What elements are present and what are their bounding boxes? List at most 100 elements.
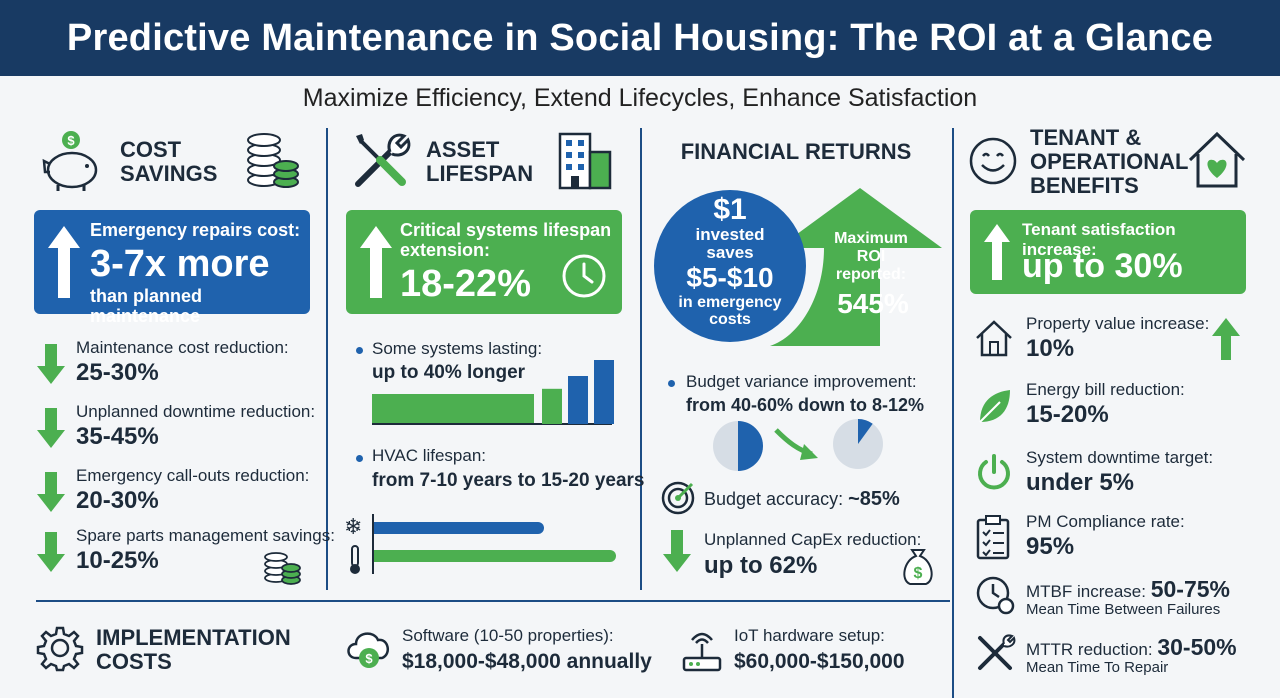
title-line: OPERATIONAL: [1030, 149, 1189, 174]
circle-value: $5-$10: [686, 262, 774, 293]
hvac-lifespan-value: from 7-10 years to 15-20 years: [372, 470, 645, 491]
banner-value: up to 30%: [1022, 247, 1183, 285]
circle-label: invested: [695, 225, 765, 244]
stat-value: 35-45%: [76, 423, 159, 450]
target-icon: [661, 481, 695, 515]
banner-label: than planned maintenance: [90, 286, 202, 326]
capex-label: Unplanned CapEx reduction:: [704, 530, 922, 549]
savings-circle: [654, 190, 806, 342]
smiley-icon: [969, 137, 1017, 185]
circle-label: saves: [706, 243, 754, 262]
circle-amount: $1: [713, 193, 747, 226]
svg-text:$: $: [365, 651, 373, 666]
coin-stack-icon: [264, 552, 301, 585]
lifespan-bar-chart: [372, 360, 614, 425]
title-line: BENEFITS: [1030, 173, 1139, 198]
mtbf-label: MTBF increase:: [1026, 582, 1146, 601]
up-arrow-icon: [984, 224, 1010, 280]
stat-value: 15-20%: [1026, 401, 1109, 428]
roi-value: 545%: [837, 288, 909, 319]
divider: [36, 600, 950, 602]
stat-label: Energy bill reduction:: [1026, 380, 1185, 399]
lifespan-bar: [594, 360, 614, 424]
down-arrow-icon: [37, 532, 65, 572]
roi-arrow-icon: [770, 188, 942, 346]
banner-label: Critical systems lifespan: [400, 220, 612, 240]
down-arrow-icon: [37, 344, 65, 384]
accuracy-value: ~85%: [848, 488, 900, 510]
systems-lasting-label: Some systems lasting:: [372, 339, 543, 358]
header-bar: Predictive Maintenance in Social Housing…: [0, 0, 1280, 76]
pie-slice: [738, 421, 763, 471]
savings-circle-text: $1 invested saves $5-$10 in emergency co…: [650, 193, 810, 329]
stat-label: Maintenance cost reduction:: [76, 338, 289, 357]
clock-gear-icon: [976, 576, 1015, 615]
variance-label: Budget variance improvement:: [686, 372, 917, 391]
tenant-title: TENANT & OPERATIONAL BENEFITS: [1030, 126, 1188, 198]
title-line: IMPLEMENTATION: [96, 625, 291, 650]
divider: [326, 128, 328, 590]
wrench-screwdriver-icon: [978, 634, 1016, 670]
up-arrow-icon: [48, 226, 80, 298]
thermometer-icon: [350, 545, 360, 574]
lifespan-bar: [542, 388, 562, 424]
stat-label: Emergency call-outs reduction:: [76, 466, 310, 485]
tenant-satisfaction-banner: Tenant satisfaction increase: up to 30%: [970, 210, 1246, 294]
page-subtitle: Maximize Efficiency, Extend Lifecycles, …: [302, 84, 978, 112]
baseline-bar: [372, 394, 534, 424]
banner-value: 3-7x more: [90, 243, 270, 285]
gear-icon: [36, 626, 84, 672]
hvac-lifespan-label: HVAC lifespan:: [372, 446, 487, 465]
stat-value: 25-30%: [76, 359, 159, 386]
title-line: COSTS: [96, 649, 172, 674]
stat-label: System downtime target:: [1026, 448, 1214, 467]
stat-value: 20-30%: [76, 487, 159, 514]
mtbf-value: 50-75%: [1150, 576, 1230, 602]
mttr-subtitle: Mean Time To Repair: [1026, 659, 1169, 676]
accuracy-label: Budget accuracy:: [704, 489, 844, 509]
page-title: Predictive Maintenance in Social Housing…: [66, 16, 1214, 59]
stat-label: Spare parts management savings:: [76, 526, 335, 545]
stat-label: PM Compliance rate:: [1026, 512, 1185, 531]
divider: [952, 128, 954, 698]
software-label: Software (10-50 properties):: [402, 626, 614, 645]
stat-value: under 5%: [1026, 469, 1135, 496]
home-heart-icon: [1188, 131, 1246, 188]
title-line: COST: [120, 137, 182, 162]
stat-label: Property value increase:: [1026, 314, 1210, 333]
up-arrow-icon: [360, 226, 392, 298]
router-icon: [682, 632, 722, 672]
variance-value: from 40-60% down to 8-12%: [686, 395, 925, 415]
cost-savings-title: COST SAVINGS: [120, 138, 217, 186]
systems-lasting-value: up to 40% longer: [372, 362, 526, 383]
roi-label: reported:: [835, 266, 907, 283]
house-icon: [976, 320, 1012, 357]
mttr-value: 30-50%: [1157, 634, 1237, 660]
emergency-repairs-banner: Emergency repairs cost: 3-7x more than p…: [34, 210, 310, 326]
pie-slice: [858, 419, 873, 444]
lifespan-extension-banner: Critical systems lifespan extension: 18-…: [346, 210, 622, 314]
divider: [640, 128, 642, 590]
stat-value: 10-25%: [76, 547, 159, 574]
roi-arrow-text: Maximum ROI reported:: [826, 230, 916, 284]
iot-label: IoT hardware setup:: [734, 626, 885, 645]
clock-icon: [562, 254, 606, 298]
title-line: ASSET: [426, 137, 500, 162]
hvac-before-bar: [374, 522, 544, 534]
bullet: [356, 347, 363, 354]
lifespan-bar: [568, 376, 588, 424]
money-bag-icon: $: [903, 549, 933, 585]
coin-stack-icon: [247, 133, 299, 188]
leaf-icon: [979, 390, 1010, 423]
banner-label: Emergency repairs cost:: [90, 220, 301, 240]
stat-label: Unplanned downtime reduction:: [76, 402, 316, 421]
banner-value: 18-22%: [400, 263, 531, 305]
pie-before: [713, 421, 763, 471]
title-line: SAVINGS: [120, 161, 218, 186]
banner-label: extension:: [400, 240, 491, 260]
capex-value: up to 62%: [704, 552, 818, 579]
hvac-after-bar: [374, 550, 616, 562]
snowflake-icon: ❄: [344, 514, 363, 539]
piggy-bank-icon: $: [42, 131, 98, 191]
down-arrow-icon: [663, 530, 691, 572]
